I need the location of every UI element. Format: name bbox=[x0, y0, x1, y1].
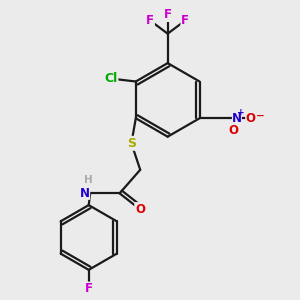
Text: −: − bbox=[256, 111, 265, 121]
Text: F: F bbox=[181, 14, 189, 27]
Text: F: F bbox=[164, 8, 172, 21]
Text: N: N bbox=[80, 187, 90, 200]
Text: O: O bbox=[228, 124, 239, 137]
Text: F: F bbox=[85, 283, 93, 296]
Text: H: H bbox=[84, 175, 93, 185]
Text: O: O bbox=[245, 112, 255, 125]
Text: N: N bbox=[232, 112, 242, 125]
Text: F: F bbox=[146, 14, 154, 27]
Text: S: S bbox=[127, 137, 136, 150]
Text: Cl: Cl bbox=[104, 72, 117, 85]
Text: +: + bbox=[238, 109, 245, 118]
Text: O: O bbox=[135, 203, 145, 216]
